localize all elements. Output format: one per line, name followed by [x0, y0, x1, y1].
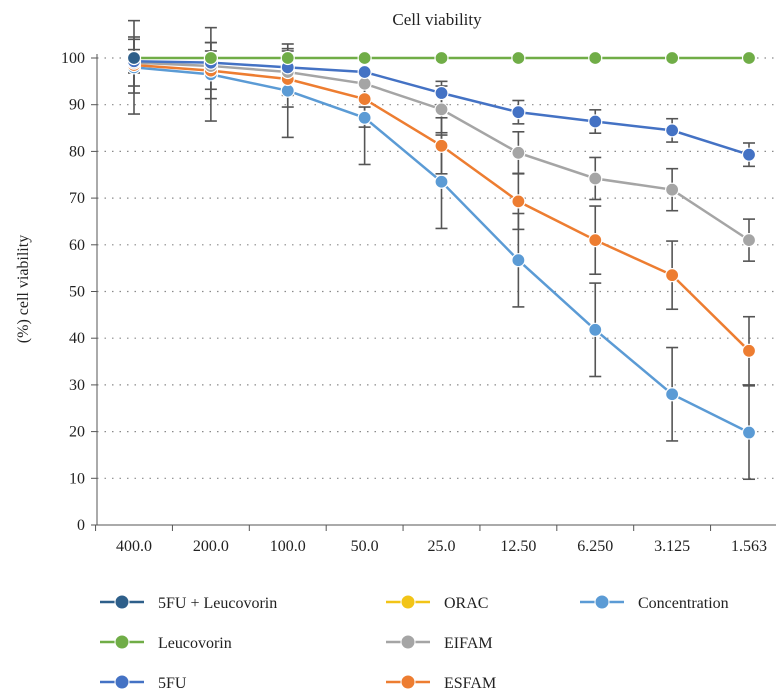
- legend-label: 5FU: [158, 675, 187, 692]
- y-tick-label: 10: [69, 470, 85, 487]
- legend-swatch-marker: [400, 634, 416, 650]
- data-point-esfam: [434, 138, 449, 153]
- data-point-concentration: [588, 322, 603, 337]
- data-point-leucovorin: [434, 50, 449, 66]
- y-tick-label: 0: [77, 517, 85, 534]
- legend-item: 5FU + Leucovorin: [100, 594, 277, 612]
- data-point-5fu: [434, 85, 449, 101]
- data-point-leucovorin: [280, 50, 295, 66]
- data-point-5fu: [511, 105, 526, 120]
- data-point-leucovorin: [741, 50, 757, 66]
- data-point-5fu: [665, 123, 680, 138]
- y-tick-label: 90: [69, 97, 85, 114]
- y-tick-labels: 0 10 20 30 40 50 60 70 80 90 100: [61, 50, 85, 534]
- data-point-esfam: [511, 194, 526, 209]
- y-tick-label: 80: [69, 143, 85, 160]
- legend-item: Leucovorin: [100, 634, 232, 652]
- legend: 5FU + Leucovorin ORAC Concentration Leucovo…: [100, 594, 729, 692]
- y-tick-label: 20: [69, 424, 85, 441]
- y-tick-label: 50: [69, 284, 85, 301]
- x-tick-label: 200.0: [193, 538, 229, 555]
- legend-swatch-marker: [114, 674, 130, 690]
- data-point-eifam: [741, 233, 757, 248]
- series-lines: [126, 50, 757, 440]
- legend-label: Concentration: [638, 595, 729, 612]
- data-point-concentration: [280, 83, 295, 98]
- data-point-concentration: [357, 110, 372, 125]
- x-tick-label: 6.250: [577, 538, 613, 555]
- x-tick-label: 1.563: [731, 538, 767, 555]
- x-tick-label: 400.0: [116, 538, 152, 555]
- data-point-eifam: [357, 76, 372, 91]
- y-tick-label: 40: [69, 330, 85, 347]
- legend-item: EIFAM: [386, 634, 493, 652]
- axes: [91, 54, 776, 531]
- data-point-esfam: [665, 268, 680, 283]
- chart-title: Cell viability: [392, 10, 482, 29]
- legend-label: 5FU + Leucovorin: [158, 595, 277, 612]
- y-axis-label: (%) cell viability: [15, 235, 32, 343]
- data-point-5fu: [588, 114, 603, 129]
- legend-label: EIFAM: [444, 635, 493, 652]
- data-point-5fu: [357, 64, 372, 80]
- x-tick-label: 100.0: [270, 538, 306, 555]
- legend-label: ORAC: [444, 595, 488, 612]
- y-tick-label: 30: [69, 377, 85, 394]
- data-point-leucovorin: [357, 50, 372, 66]
- legend-label: Leucovorin: [158, 635, 232, 652]
- data-point-eifam: [434, 102, 449, 117]
- data-point-concentration: [434, 174, 449, 189]
- data-point-5fu-leucovorin: [126, 50, 142, 66]
- data-point-eifam: [665, 182, 680, 197]
- data-point-leucovorin: [588, 50, 603, 66]
- data-point-esfam: [741, 343, 757, 358]
- data-point-eifam: [588, 171, 603, 186]
- legend-item: 5FU: [100, 674, 187, 692]
- data-point-leucovorin: [203, 50, 218, 66]
- x-tick-label: 12.50: [500, 538, 536, 555]
- legend-swatch-marker: [594, 594, 610, 610]
- data-point-eifam: [511, 145, 526, 160]
- y-tick-label: 60: [69, 237, 85, 254]
- legend-swatch-marker: [400, 594, 416, 610]
- x-tick-label: 3.125: [654, 538, 690, 555]
- y-tick-label: 100: [61, 50, 85, 67]
- data-point-esfam: [588, 233, 603, 248]
- data-point-leucovorin: [665, 50, 680, 66]
- grid-lines: [97, 57, 776, 479]
- legend-swatch-marker: [400, 674, 416, 690]
- legend-swatch-marker: [114, 634, 130, 650]
- legend-swatch-marker: [114, 594, 130, 610]
- legend-item: Concentration: [580, 594, 729, 612]
- x-tick-label: 25.0: [428, 538, 456, 555]
- x-tick-label: 50.0: [351, 538, 379, 555]
- y-tick-label: 70: [69, 190, 85, 207]
- legend-label: ESFAM: [444, 675, 496, 692]
- data-point-concentration: [511, 253, 526, 268]
- data-point-concentration: [741, 425, 757, 440]
- legend-item: ORAC: [386, 594, 488, 612]
- data-point-concentration: [665, 387, 680, 402]
- legend-item: ESFAM: [386, 674, 496, 692]
- data-point-5fu: [741, 147, 757, 162]
- data-point-leucovorin: [511, 50, 526, 66]
- x-tick-labels: 400.0 200.0 100.0 50.0 25.0 12.50 6.250 3.125 1.…: [116, 538, 767, 555]
- data-point-esfam: [357, 91, 372, 107]
